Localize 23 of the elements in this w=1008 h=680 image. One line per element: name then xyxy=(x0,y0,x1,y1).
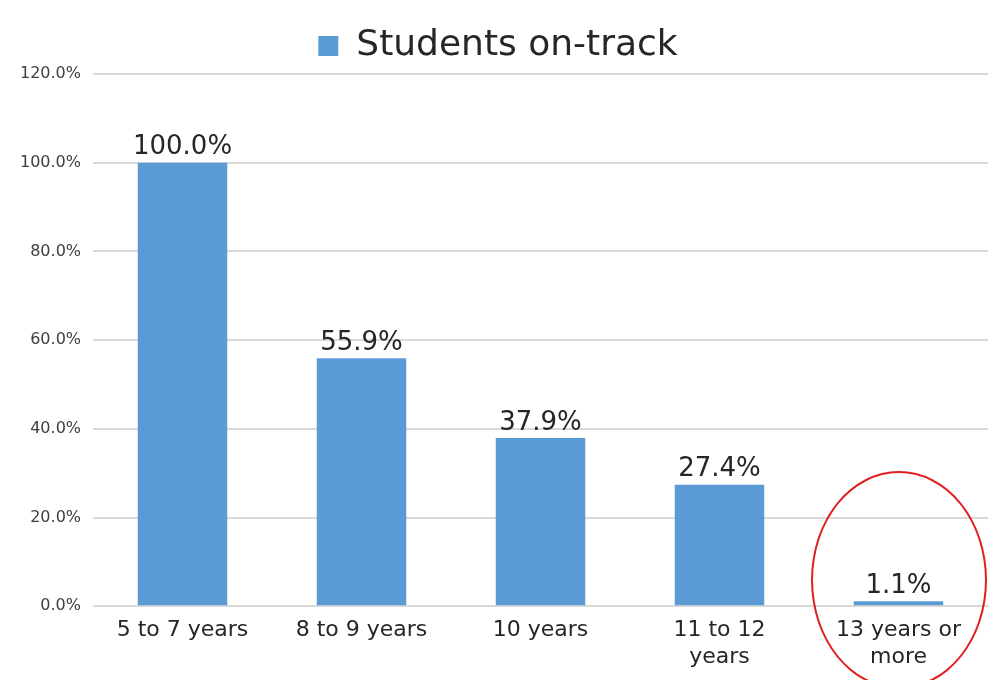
y-tick-label: 80.0% xyxy=(30,240,82,260)
data-label: 27.4% xyxy=(678,452,761,483)
data-label: 55.9% xyxy=(320,326,403,357)
y-tick-label: 40.0% xyxy=(30,417,82,437)
data-label: 37.9% xyxy=(499,405,582,436)
y-tick-label: 120.0% xyxy=(19,63,82,83)
bar xyxy=(853,601,944,606)
y-tick-label: 20.0% xyxy=(30,506,82,526)
bar xyxy=(137,162,228,606)
data-label: 1.1% xyxy=(865,569,932,600)
bar xyxy=(495,438,586,606)
bar xyxy=(316,358,407,606)
bar xyxy=(674,484,765,606)
x-tick-label: 11 to 12 years xyxy=(673,616,766,668)
x-tick-label: 13 years or more xyxy=(835,616,962,668)
x-tick-label: 5 to 7 years xyxy=(116,616,249,642)
x-tick-label: 8 to 9 years xyxy=(295,616,428,642)
y-tick-label: 0.0% xyxy=(40,595,82,615)
data-label: 100.0% xyxy=(132,130,233,161)
y-tick-label: 60.0% xyxy=(30,329,82,349)
y-tick-label: 100.0% xyxy=(19,151,82,171)
legend-label: Students on-track xyxy=(356,22,678,64)
x-tick-label: 10 years xyxy=(492,616,589,642)
